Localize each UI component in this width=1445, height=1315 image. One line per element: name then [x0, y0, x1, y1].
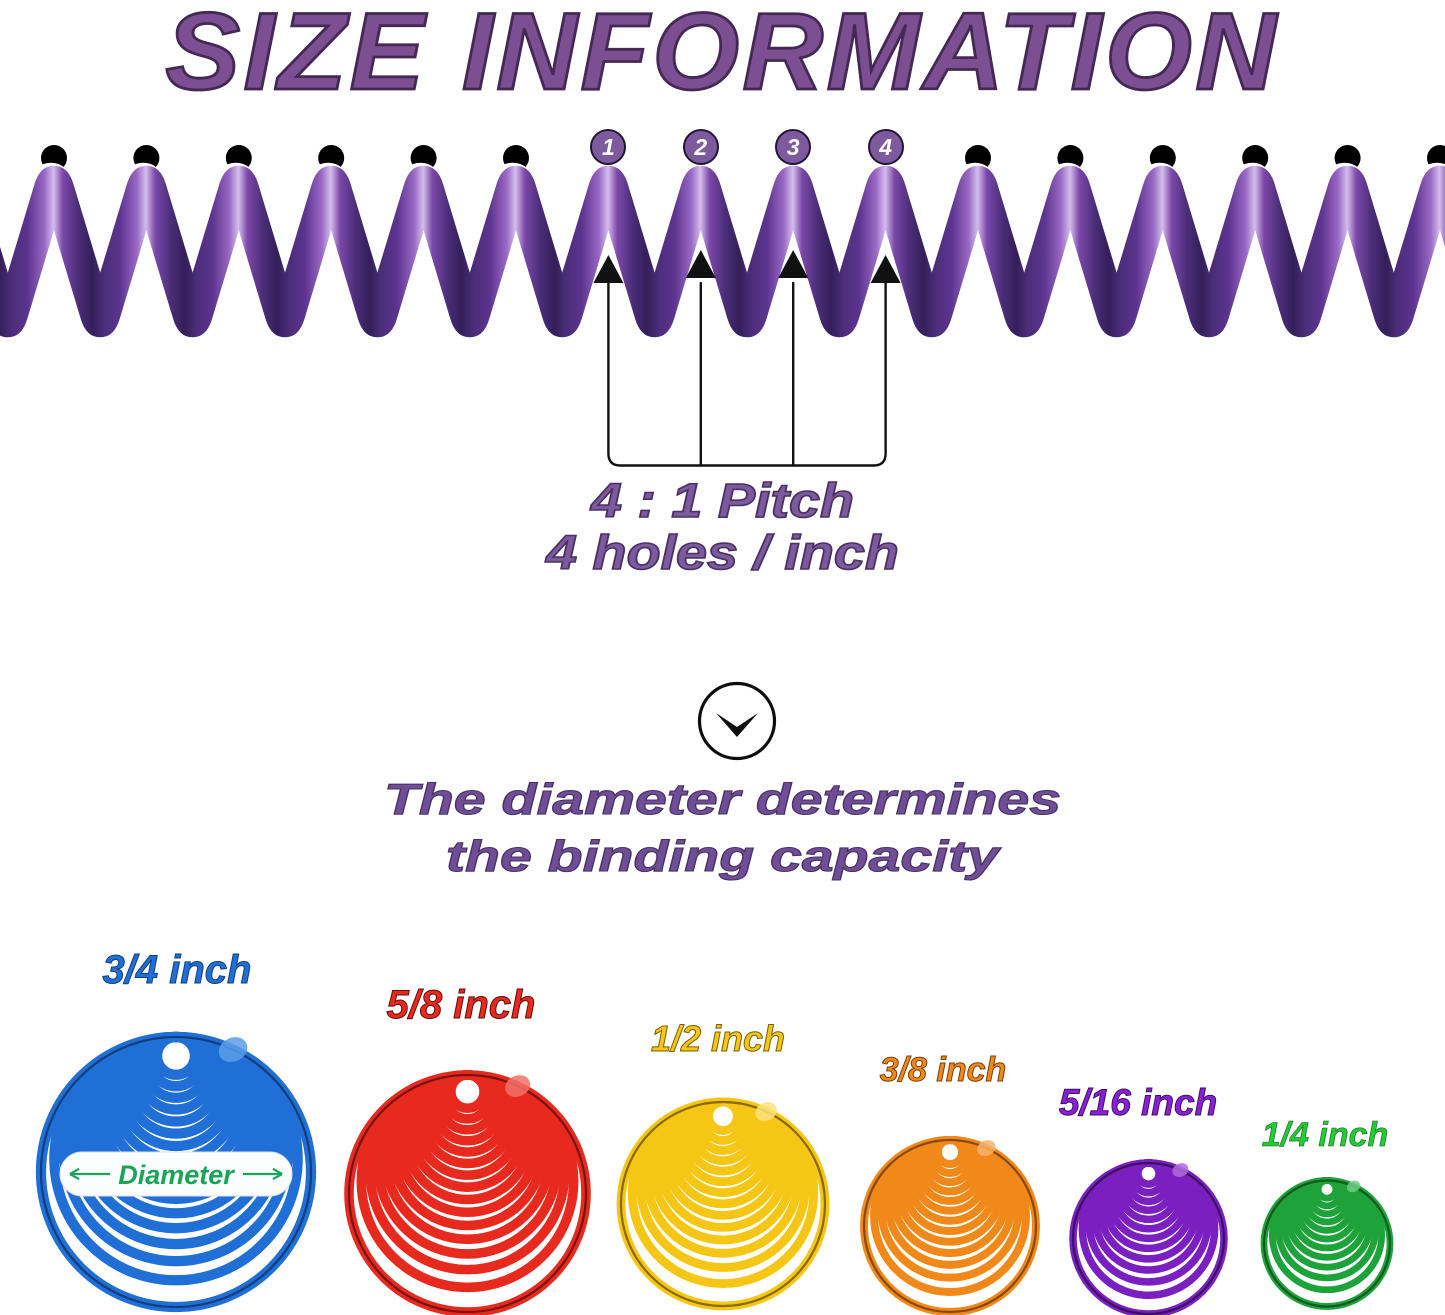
svg-text:Diameter: Diameter	[118, 1160, 235, 1190]
